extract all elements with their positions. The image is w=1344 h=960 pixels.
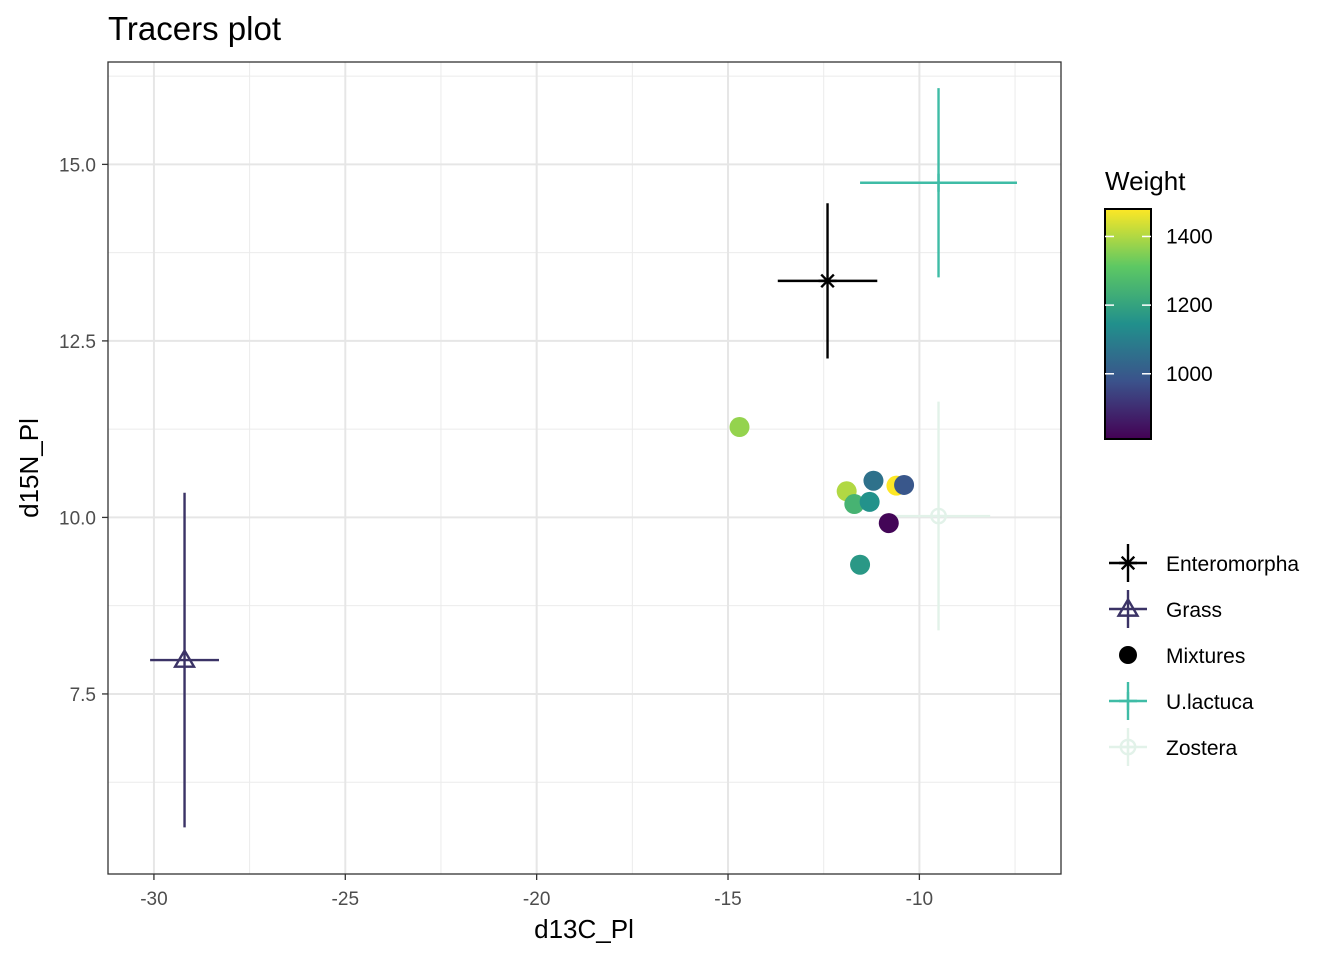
x-tick-label: -30 [140,889,167,910]
colorbar-tick-label: 1000 [1166,363,1213,386]
colorbar-title: Weight [1105,166,1186,196]
legend-entry-grass: Grass [1109,590,1222,628]
x-tick-label: -15 [714,889,741,910]
legend-label: Mixtures [1166,645,1245,668]
mixture-point [859,491,880,512]
triangle-marker [172,648,197,668]
mixture-point [878,513,899,534]
legend-entry-zostera: Zostera [1109,728,1238,766]
source-enteromorpha [777,203,878,359]
mixture-point [850,554,871,575]
y-tick-label: 15.0 [59,155,96,176]
shape-legend: Enteromorpha Grass Mixtures U.lactuca Zoster… [1109,544,1299,766]
legend-entry-u-lactuca: U.lactuca [1109,682,1254,720]
source-u-lactuca [860,88,1017,278]
source-marker [172,648,197,668]
source-grass [150,492,219,828]
legend-key-marker [1119,692,1137,710]
legend-key-marker [1116,597,1140,617]
legend-key-marker [1119,738,1137,756]
legend-label: U.lactuca [1166,691,1254,714]
source-zostera [886,401,991,631]
mixture-point [894,474,915,495]
legend-label: Zostera [1166,737,1238,760]
grid [108,62,1061,874]
dot-marker [1119,646,1137,664]
colorbar-tick-label: 1400 [1166,225,1213,248]
mixture-point [729,417,750,438]
y-tick-label: 7.5 [70,685,96,706]
x-tick-label: -20 [523,889,550,910]
x-tick-label: -25 [332,889,359,910]
colorbar: Weight 1000 1200 1400 [1104,166,1213,440]
chart-title: Tracers plot [108,10,281,47]
legend-label: Enteromorpha [1166,553,1299,576]
y-tick-label: 10.0 [59,508,96,529]
mixture-point [863,470,884,491]
legend-label: Grass [1166,599,1222,622]
source-marker [929,173,948,192]
legend-entry-enteromorpha: Enteromorpha [1109,544,1299,582]
asterisk-stroke [820,273,835,289]
y-tick-label: 12.5 [59,332,96,353]
legend-key-marker [1119,555,1137,571]
legend-entry-mixtures: Mixtures [1119,645,1245,668]
plot-marks [150,88,1017,828]
asterisk-stroke [1120,555,1136,571]
plot-panel-border [107,61,1062,875]
colorbar-gradient [1104,208,1152,440]
source-marker [930,507,947,525]
mixture-point [844,494,865,515]
x-axis-label: d13C_Pl [534,914,634,944]
y-axis-label: d15N_Pl [14,418,44,518]
source-marker [818,273,837,289]
triangle-marker [1116,597,1140,617]
axis-ticks: -30 -25 -20 -15 -10 7.5 10.0 12.5 15.0 [59,155,933,910]
colorbar-tick-label: 1200 [1166,294,1213,317]
x-tick-label: -10 [906,889,933,910]
legend-key-marker [1119,646,1137,664]
